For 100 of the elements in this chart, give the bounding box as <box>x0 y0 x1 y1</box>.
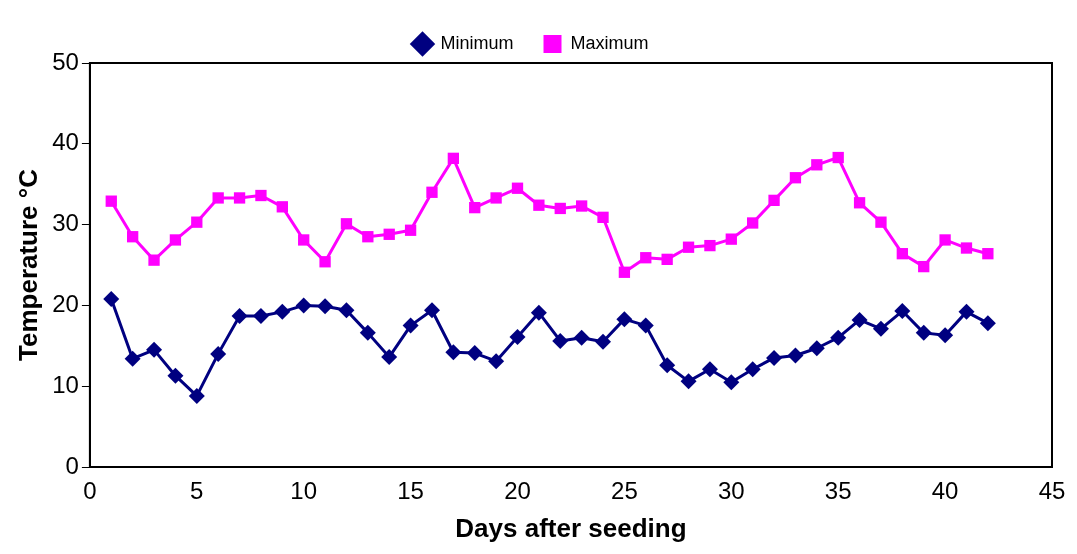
point <box>918 260 930 273</box>
point <box>533 199 545 211</box>
point <box>853 197 866 209</box>
point <box>616 311 633 328</box>
point <box>274 303 291 320</box>
point <box>704 239 716 252</box>
y-tick-label: 30 <box>52 209 79 237</box>
point <box>875 216 887 228</box>
point <box>680 373 697 390</box>
x-tick-label: 20 <box>504 477 531 505</box>
point <box>210 345 227 362</box>
point <box>319 256 331 268</box>
point <box>276 201 288 213</box>
point <box>939 234 951 246</box>
point <box>597 211 609 223</box>
point <box>511 182 524 194</box>
point <box>747 217 759 229</box>
point <box>212 192 224 204</box>
point <box>359 324 376 341</box>
point <box>298 234 310 246</box>
y-tick-label: 20 <box>52 290 79 318</box>
legend-label: Maximum <box>570 32 649 53</box>
point <box>595 333 612 350</box>
x-tick-label: 5 <box>190 477 204 505</box>
x-tick-label: 40 <box>931 477 959 505</box>
x-tick-label: 45 <box>1038 477 1066 505</box>
point <box>554 202 566 215</box>
point <box>640 252 652 264</box>
legend-label: Minimum <box>440 32 514 53</box>
point <box>982 248 994 260</box>
point <box>252 307 269 324</box>
y-tick-label: 40 <box>52 128 79 156</box>
y-axis-title: Temperature °C <box>12 168 43 361</box>
point <box>295 297 312 314</box>
point <box>426 186 438 198</box>
point <box>167 367 184 384</box>
point <box>808 340 825 357</box>
point <box>383 228 395 240</box>
point <box>362 231 374 243</box>
point <box>445 344 462 361</box>
point <box>637 317 654 334</box>
point <box>423 302 440 319</box>
y-tick-label: 50 <box>52 47 79 75</box>
point <box>958 303 975 320</box>
y-tick-label: 0 <box>65 451 79 479</box>
point <box>789 172 802 184</box>
point <box>338 302 355 319</box>
point <box>851 311 868 328</box>
point <box>811 159 823 171</box>
point <box>381 349 398 366</box>
point <box>233 192 246 204</box>
point <box>490 192 502 204</box>
point <box>872 320 889 337</box>
point <box>725 233 737 245</box>
point <box>701 361 718 378</box>
point <box>787 347 804 364</box>
point <box>573 329 590 346</box>
x-tick-label: 35 <box>824 477 852 505</box>
point <box>768 194 780 207</box>
point <box>915 324 932 341</box>
x-tick-label: 30 <box>717 477 745 505</box>
point <box>469 201 481 214</box>
point <box>659 357 676 374</box>
point <box>146 341 163 358</box>
point <box>682 241 695 253</box>
x-tick-label: 10 <box>290 477 318 505</box>
point <box>894 303 911 320</box>
point <box>830 329 847 346</box>
point <box>402 317 419 334</box>
point <box>255 189 267 202</box>
point <box>530 304 547 321</box>
point <box>937 327 954 344</box>
point <box>103 290 120 307</box>
point <box>231 307 248 324</box>
point <box>509 328 526 345</box>
x-tick-label: 25 <box>611 477 638 505</box>
point <box>169 234 182 246</box>
point <box>979 315 996 332</box>
point <box>466 345 483 362</box>
point <box>723 374 740 391</box>
point <box>124 350 141 367</box>
x-axis-title: Days after seeding <box>455 512 687 543</box>
point <box>340 218 353 230</box>
point <box>661 253 673 265</box>
point <box>832 151 844 164</box>
point <box>552 332 569 349</box>
x-tick-label: 0 <box>83 477 97 505</box>
point <box>447 152 460 164</box>
y-tick-label: 10 <box>52 370 79 398</box>
point <box>575 200 588 212</box>
point <box>488 353 505 370</box>
x-tick-label: 15 <box>397 477 424 505</box>
point <box>127 231 139 243</box>
point <box>148 254 160 266</box>
point <box>896 248 908 260</box>
point <box>960 242 973 254</box>
point <box>404 224 417 236</box>
point <box>105 195 117 207</box>
point <box>317 298 334 315</box>
point <box>766 349 783 366</box>
